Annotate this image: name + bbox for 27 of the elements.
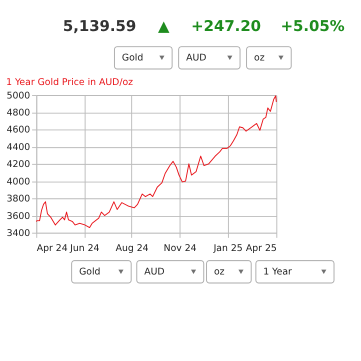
- text: 5,139.59: [62, 16, 136, 35]
- text: +5.05%: [280, 16, 345, 35]
- y-tick-label: 5000: [6, 90, 30, 102]
- text: Gold: [122, 52, 144, 64]
- text: ▲: [158, 16, 170, 35]
- y-tick-label: 4000: [6, 176, 30, 188]
- text: oz: [254, 52, 265, 64]
- x-tick-label: Jun 24: [69, 242, 100, 254]
- text: Gold: [79, 266, 101, 278]
- text: oz: [214, 266, 225, 278]
- y-tick-label: 3800: [6, 194, 30, 205]
- y-tick-label: 3600: [6, 210, 30, 222]
- text: AUD: [144, 266, 165, 278]
- x-tick-label: Nov 24: [164, 242, 197, 254]
- y-tick-label: 4600: [6, 124, 30, 136]
- text: +247.20: [191, 16, 262, 35]
- y-tick-label: 4400: [6, 142, 30, 153]
- y-tick-label: 4800: [6, 108, 30, 119]
- x-tick-label: Apr 25: [246, 242, 277, 254]
- x-tick-label: Jan 25: [212, 242, 243, 254]
- y-tick-label: 3400: [6, 228, 30, 239]
- x-tick-label: Apr 24: [36, 242, 68, 254]
- x-tick-label: Aug 24: [116, 242, 149, 254]
- text: AUD: [186, 52, 206, 64]
- text: 1 Year: [263, 266, 292, 278]
- y-tick-label: 4200: [6, 159, 30, 170]
- chart-title: 1 Year Gold Price in AUD/oz: [6, 76, 134, 88]
